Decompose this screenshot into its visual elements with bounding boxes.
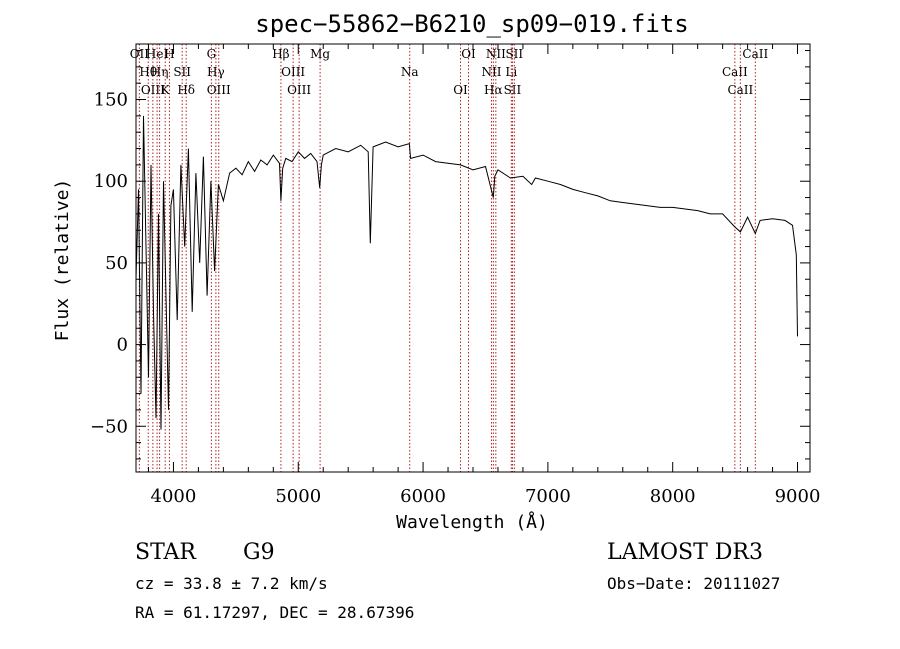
observation-date: Obs−Date: 20111027 bbox=[607, 574, 781, 593]
x-axis-label: Wavelength (Å) bbox=[396, 511, 548, 533]
spectral-line-label: OIII bbox=[141, 83, 165, 97]
spectral-line-label: Hα bbox=[484, 83, 503, 97]
y-tick-label: 50 bbox=[105, 253, 128, 274]
survey-name: LAMOST DR3 bbox=[607, 540, 763, 565]
plot-frame bbox=[135, 43, 811, 473]
spectral-line-label: OIII bbox=[287, 83, 311, 97]
spectral-line-label: CaII bbox=[742, 47, 768, 61]
object-type: STAR bbox=[135, 540, 196, 565]
y-axis-label: Flux (relative) bbox=[52, 179, 73, 342]
spectral-line-label: CaII bbox=[727, 83, 753, 97]
spectral-line-label: OI bbox=[461, 47, 476, 61]
spectral-line-label: Hγ bbox=[207, 65, 225, 79]
spectral-line-label: CaII bbox=[722, 65, 748, 79]
redshift-cz: cz = 33.8 ± 7.2 km/s bbox=[135, 574, 328, 593]
spectrum-line bbox=[135, 115, 798, 430]
y-tick-label: 150 bbox=[94, 90, 128, 111]
spectral-line-label: SII bbox=[173, 65, 191, 79]
spectral-line-label: OIII bbox=[207, 83, 231, 97]
spectral-line-label: G bbox=[207, 47, 217, 61]
x-tick-label: 9000 bbox=[775, 486, 821, 507]
spectral-line-label: Hδ bbox=[177, 83, 195, 97]
spectral-line-label: HeI bbox=[146, 47, 169, 61]
coordinates: RA = 61.17297, DEC = 28.67396 bbox=[135, 603, 415, 622]
x-tick-label: 7000 bbox=[525, 486, 571, 507]
spectral-line-label: Mg bbox=[310, 47, 330, 61]
spectral-line-label: Na bbox=[401, 65, 419, 79]
y-tick-label: −50 bbox=[90, 416, 128, 437]
spectral-line-label: K bbox=[161, 83, 171, 97]
x-tick-label: 5000 bbox=[275, 486, 321, 507]
spectral-line-label: H bbox=[164, 47, 174, 61]
spectral-line-markers: OIIHθOIIIHeIHηKHSIIHδGHγOIIIHβOIIIOIIIMg… bbox=[130, 44, 768, 472]
spectral-line-label: SII bbox=[504, 83, 522, 97]
y-tick-label: 0 bbox=[117, 335, 128, 356]
spectral-line-label: SII bbox=[505, 47, 523, 61]
y-tick-label: 100 bbox=[94, 171, 128, 192]
spectral-line-label: NII bbox=[486, 47, 506, 61]
spectral-line-label: OII bbox=[130, 47, 150, 61]
spectral-line-label: OIII bbox=[281, 65, 305, 79]
x-tick-label: 4000 bbox=[151, 486, 197, 507]
x-tick-label: 6000 bbox=[400, 486, 446, 507]
x-tick-label: 8000 bbox=[650, 486, 696, 507]
axes: 4000 5000 6000 7000 8000 9000 −50 0 50 100 150 bbox=[90, 44, 820, 507]
object-subclass: G9 bbox=[243, 540, 275, 565]
spectral-line-label: Hη bbox=[151, 65, 169, 79]
chart-title: spec−55862−B6210_sp09−019.fits bbox=[255, 10, 688, 38]
spectral-line-label: Hβ bbox=[272, 47, 289, 61]
spectral-line-label: OI bbox=[453, 83, 468, 97]
spectral-line-label: NII bbox=[481, 65, 501, 79]
spectral-line-label: Li bbox=[505, 65, 517, 79]
